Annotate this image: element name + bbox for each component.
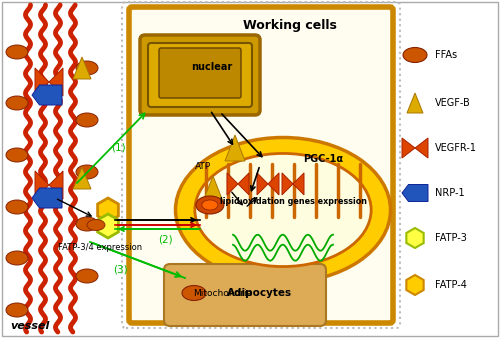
Text: nuclear: nuclear — [192, 62, 232, 72]
Text: (3): (3) — [112, 265, 128, 275]
Ellipse shape — [6, 148, 28, 162]
Text: PGC-1α: PGC-1α — [303, 154, 343, 164]
Text: Mitochondria: Mitochondria — [194, 290, 252, 298]
Polygon shape — [49, 68, 63, 96]
Polygon shape — [238, 173, 249, 195]
Text: FFAs: FFAs — [435, 50, 457, 60]
Polygon shape — [257, 173, 268, 195]
Text: vessel: vessel — [10, 321, 50, 331]
FancyBboxPatch shape — [129, 7, 393, 323]
Ellipse shape — [6, 251, 28, 265]
Text: FATP-3/4 expression: FATP-3/4 expression — [58, 243, 142, 252]
Polygon shape — [406, 228, 424, 248]
Ellipse shape — [195, 153, 371, 267]
Polygon shape — [225, 135, 245, 161]
Ellipse shape — [182, 286, 206, 300]
Ellipse shape — [76, 61, 98, 75]
Text: Working cells: Working cells — [243, 19, 337, 31]
Ellipse shape — [76, 113, 98, 127]
FancyBboxPatch shape — [140, 35, 260, 115]
Ellipse shape — [403, 48, 427, 63]
Polygon shape — [49, 171, 63, 199]
Polygon shape — [227, 173, 238, 195]
Polygon shape — [293, 173, 304, 195]
Polygon shape — [32, 188, 62, 208]
Polygon shape — [73, 167, 91, 189]
Ellipse shape — [76, 269, 98, 283]
Polygon shape — [402, 185, 428, 201]
Polygon shape — [98, 214, 118, 238]
Ellipse shape — [6, 303, 28, 317]
Polygon shape — [402, 138, 415, 158]
Ellipse shape — [6, 200, 28, 214]
Polygon shape — [73, 57, 91, 79]
Ellipse shape — [202, 200, 218, 210]
Polygon shape — [407, 93, 423, 113]
Polygon shape — [268, 173, 279, 195]
Polygon shape — [202, 176, 224, 204]
Ellipse shape — [196, 196, 224, 214]
Polygon shape — [282, 173, 293, 195]
Ellipse shape — [76, 165, 98, 179]
Polygon shape — [98, 198, 118, 222]
Text: FATP-3: FATP-3 — [435, 233, 467, 243]
Polygon shape — [415, 138, 428, 158]
Text: FATP-4: FATP-4 — [435, 280, 467, 290]
Text: VEGFR-1: VEGFR-1 — [435, 143, 477, 153]
Text: lipid oxidation genes expression: lipid oxidation genes expression — [220, 197, 366, 207]
Polygon shape — [406, 275, 424, 295]
Polygon shape — [35, 171, 49, 199]
FancyBboxPatch shape — [159, 48, 241, 98]
Text: NRP-1: NRP-1 — [435, 188, 464, 198]
FancyBboxPatch shape — [148, 43, 252, 107]
Ellipse shape — [76, 217, 98, 231]
Ellipse shape — [87, 219, 105, 231]
Ellipse shape — [176, 138, 390, 283]
FancyBboxPatch shape — [164, 264, 326, 326]
Polygon shape — [35, 68, 49, 96]
Polygon shape — [32, 85, 62, 105]
Text: ATP: ATP — [195, 162, 211, 171]
Ellipse shape — [6, 45, 28, 59]
Text: (1): (1) — [110, 143, 126, 153]
Ellipse shape — [6, 96, 28, 110]
Text: (2): (2) — [158, 235, 172, 245]
Text: VEGF-B: VEGF-B — [435, 98, 471, 108]
Text: Adipocytes: Adipocytes — [228, 288, 292, 298]
